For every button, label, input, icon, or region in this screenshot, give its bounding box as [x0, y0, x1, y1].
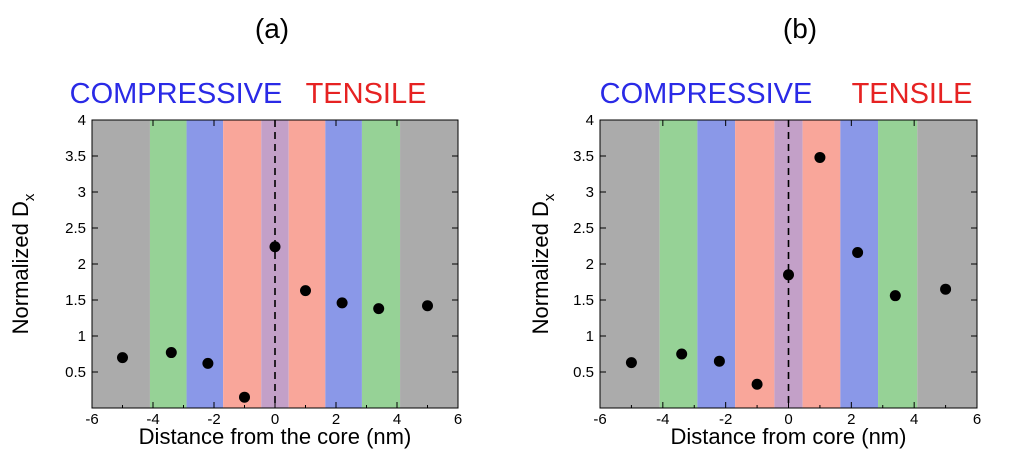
compressive-label: COMPRESSIVE	[70, 78, 283, 110]
data-point	[889, 290, 901, 302]
y-tick-label: 2	[586, 256, 594, 273]
data-point	[269, 241, 281, 253]
y-tick-label: 0.5	[573, 364, 594, 381]
y-tick-label: 1.5	[65, 292, 86, 309]
data-point	[814, 151, 826, 163]
x-tick-label: 2	[332, 411, 340, 428]
y-axis-label-main: Normalized D	[8, 201, 33, 334]
y-tick-label: 3	[586, 184, 594, 201]
y-tick-label: 0.5	[65, 364, 86, 381]
data-point	[625, 357, 637, 369]
x-tick-label: 6	[973, 411, 981, 428]
region-band-grey	[400, 120, 458, 408]
data-point	[940, 283, 952, 295]
region-band-salmon	[288, 120, 326, 408]
y-tick-label: 2	[78, 256, 86, 273]
region-band-salmon	[735, 120, 775, 408]
region-band-green	[659, 120, 698, 408]
x-axis-label: Distance from the core (nm)	[139, 424, 412, 449]
region-band-green	[361, 120, 401, 408]
region-band-salmon	[223, 120, 262, 408]
y-tick-label: 1	[586, 328, 594, 345]
y-tick-label: 3	[78, 184, 86, 201]
y-axis-label-subscript: x	[21, 193, 38, 201]
data-point	[165, 347, 177, 359]
data-point	[373, 303, 385, 315]
y-tick-label: 3.5	[573, 148, 594, 165]
y-axis-label: Normalized Dx	[528, 193, 558, 334]
x-tick-label: -4	[146, 411, 159, 428]
x-tick-label: -2	[207, 411, 220, 428]
x-tick-label: 4	[393, 411, 401, 428]
data-point	[751, 378, 763, 390]
y-tick-label: 1	[78, 328, 86, 345]
y-axis-label-main: Normalized D	[528, 201, 553, 334]
y-tick-label: 2.5	[573, 220, 594, 237]
chart-title: (a)	[255, 13, 289, 44]
y-tick-label: 4	[586, 112, 594, 129]
region-band-grey	[92, 120, 150, 408]
chart-panel-b: (b) COMPRESSIVE TENSILE -6 -4 -2 0 2 4 6 0.5 1 1.5 2 2…	[528, 13, 981, 449]
tensile-label: TENSILE	[852, 78, 973, 110]
x-tick-label: -6	[593, 411, 606, 428]
data-point	[676, 348, 688, 360]
data-point	[713, 355, 725, 367]
x-tick-label: -4	[656, 411, 669, 428]
x-tick-label: 0	[784, 411, 792, 428]
y-axis-label-subscript: x	[541, 193, 558, 201]
region-band-grey	[917, 120, 977, 408]
chart-title: (b)	[783, 13, 817, 44]
region-band-green	[149, 120, 187, 408]
tensile-label: TENSILE	[306, 78, 427, 110]
region-band-green	[878, 120, 918, 408]
data-point	[117, 352, 128, 364]
y-axis-label: Normalized Dx	[8, 193, 38, 334]
data-point	[202, 357, 214, 369]
y-tick-label: 4	[78, 112, 86, 129]
chart-panel-a: (a) COMPRESSIVE TENSILE -6 -4 -2 0 2 4 6 0.5 1 1.5 2 2…	[8, 13, 462, 449]
data-point	[852, 246, 864, 258]
compressive-label: COMPRESSIVE	[600, 78, 813, 110]
y-tick-label: 2.5	[65, 220, 86, 237]
x-tick-label: 0	[271, 411, 279, 428]
region-band-blue	[840, 120, 879, 408]
x-tick-label: 6	[454, 411, 462, 428]
x-tick-label: 4	[910, 411, 918, 428]
region-band-blue	[325, 120, 362, 408]
data-point	[783, 269, 794, 281]
x-tick-label: 2	[847, 411, 855, 428]
data-point	[422, 300, 433, 312]
y-tick-label: 1.5	[573, 292, 594, 309]
x-tick-label: -6	[85, 411, 98, 428]
region-band-salmon	[802, 120, 841, 408]
y-tick-label: 3.5	[65, 148, 86, 165]
x-axis-label: Distance from core (nm)	[671, 424, 907, 449]
data-point	[239, 391, 250, 403]
x-tick-label: -2	[719, 411, 732, 428]
data-point	[300, 285, 311, 297]
data-point	[336, 297, 348, 309]
